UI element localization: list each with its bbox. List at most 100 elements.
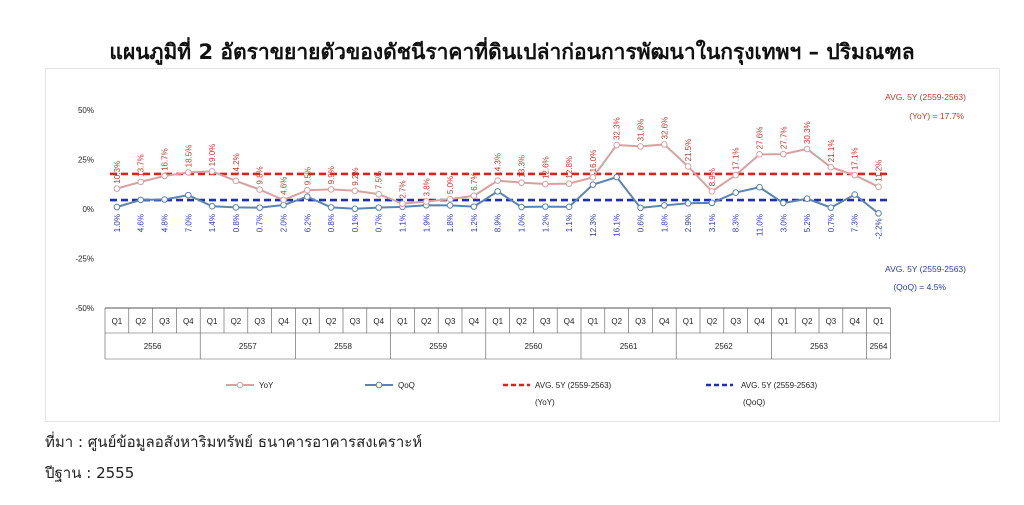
qoq-data-label: 5.2%: [803, 214, 812, 232]
quarter-tick-label: Q2: [135, 317, 146, 326]
quarter-tick-label: Q4: [469, 317, 480, 326]
qoq-data-label: 1.4%: [208, 214, 217, 232]
yoy-data-label: 32.6%: [660, 117, 669, 140]
quarter-tick-label: Q4: [278, 317, 289, 326]
year-tick-label: 2564: [870, 342, 888, 351]
qoq-point: [732, 189, 740, 196]
yoy-point: [399, 200, 406, 207]
yoy-point: [232, 177, 240, 185]
quarter-tick-label: Q3: [635, 317, 646, 326]
qoq-data-label: 7.3%: [851, 214, 860, 232]
quarter-tick-label: Q2: [326, 317, 337, 326]
yoy-point: [304, 186, 311, 194]
yoy-data-label: 9.5%: [303, 167, 312, 185]
legend-avg-qoq-label: AVG. 5Y (2559-2563): [741, 381, 818, 390]
qoq-data-label: 7.0%: [184, 214, 193, 232]
yoy-point: [375, 190, 383, 198]
qoq-point: [542, 203, 549, 210]
yoy-point: [803, 145, 811, 153]
yoy-data-label: 3.8%: [422, 178, 431, 196]
qoq-point: [327, 204, 335, 211]
quarter-tick-label: Q4: [659, 317, 670, 326]
yoy-point: [851, 171, 859, 179]
qoq-point: [684, 199, 692, 207]
yoy-point: [780, 150, 787, 158]
line-chart: 50% 25% 0% -25% -50% Q1 Q2 Q3 Q4 Q1 Q2 Q3 Q4 Q1 Q2 Q3 Q4…: [75, 92, 966, 407]
qoq-data-label: 4.6%: [137, 214, 146, 232]
y-tick-label: 25%: [78, 156, 94, 165]
quarter-tick-label: Q4: [754, 317, 765, 326]
yoy-data-label: 8.9%: [708, 168, 717, 186]
quarter-tick-label: Q2: [516, 317, 527, 326]
yoy-point: [494, 177, 502, 184]
qoq-point: [613, 173, 621, 181]
quarter-tick-label: Q4: [373, 317, 384, 326]
legend-avg-qoq-sublabel: (QoQ): [743, 398, 766, 407]
y-tick-label: 50%: [78, 106, 94, 115]
qoq-data-label: 4.8%: [161, 214, 170, 232]
yoy-data-label: 31.6%: [637, 119, 646, 142]
qoq-point: [708, 199, 716, 207]
qoq-data-label: 2.0%: [280, 214, 289, 232]
legend-yoy-label: YoY: [259, 381, 274, 390]
yoy-point: [113, 185, 121, 192]
quarter-tick-label: Q3: [445, 317, 456, 326]
base-year-note: ปีฐาน : 2555: [45, 464, 135, 482]
qoq-point: [470, 203, 478, 210]
quarter-tick-label: Q2: [421, 317, 432, 326]
qoq-point: [446, 202, 454, 209]
quarter-tick-label: Q3: [730, 317, 741, 326]
quarter-tick-label: Q4: [564, 317, 575, 326]
quarter-tick-label: Q1: [397, 317, 408, 326]
yoy-data-label: 16.7%: [161, 148, 170, 171]
yoy-data-label: 27.7%: [779, 126, 788, 149]
quarter-tick-label: Q3: [826, 317, 837, 326]
yoy-point: [613, 141, 621, 149]
qoq-point: [161, 196, 168, 203]
avg-yoy-annotation: AVG. 5Y (2559-2563): [885, 92, 966, 102]
yoy-point: [518, 179, 525, 186]
qoq-data-label: 6.2%: [303, 214, 312, 232]
qoq-data-label: -2.2%: [875, 218, 884, 239]
yoy-data-label: 11.2%: [875, 160, 884, 182]
year-tick-label: 2561: [620, 342, 638, 351]
qoq-data-label: 1.0%: [113, 214, 122, 232]
quarter-tick-label: Q1: [207, 317, 218, 326]
yoy-data-label: 12.6%: [541, 156, 550, 179]
yoy-data-label: 19.0%: [208, 144, 217, 167]
qoq-point: [113, 203, 121, 211]
year-tick-label: 2557: [239, 342, 257, 351]
qoq-point: [565, 203, 573, 211]
qoq-point: [185, 191, 192, 199]
quarter-tick-label: Q2: [611, 317, 622, 326]
qoq-point: [208, 202, 216, 210]
qoq-data-label: 0.7%: [375, 214, 384, 232]
yoy-data-label: 9.9%: [327, 166, 336, 184]
yoy-data-label: 7.5%: [375, 171, 384, 189]
yoy-data-label: 5.0%: [446, 176, 455, 194]
qoq-point: [661, 202, 668, 209]
qoq-point: [851, 191, 859, 198]
yoy-point: [446, 195, 454, 203]
yoy-data-label: 2.7%: [399, 180, 408, 198]
yoy-data-label: 4.6%: [280, 177, 289, 195]
qoq-point: [304, 193, 311, 201]
yoy-data-label: 13.3%: [518, 155, 527, 178]
qoq-point: [232, 204, 240, 211]
qoq-point: [518, 203, 525, 211]
y-tick-label: -50%: [75, 304, 94, 313]
yoy-point: [637, 143, 644, 150]
qoq-data-label: 3.1%: [708, 214, 717, 232]
legend-yoy-marker: [236, 381, 244, 389]
quarter-tick-label: Q3: [159, 317, 170, 326]
quarter-tick-label: Q2: [231, 317, 242, 326]
yoy-data-label: 16.0%: [589, 150, 598, 173]
yoy-point: [875, 183, 882, 191]
qoq-point: [780, 199, 787, 207]
yoy-point: [423, 198, 430, 205]
source-note: ที่มา : ศูนย์ข้อมูลอสังหาริมทรัพย์ ธนาคา…: [45, 433, 423, 451]
yoy-point: [256, 186, 263, 193]
qoq-data-label: 1.1%: [399, 214, 408, 232]
quarter-tick-label: Q2: [802, 317, 813, 326]
quarter-tick-label: Q3: [540, 317, 551, 326]
